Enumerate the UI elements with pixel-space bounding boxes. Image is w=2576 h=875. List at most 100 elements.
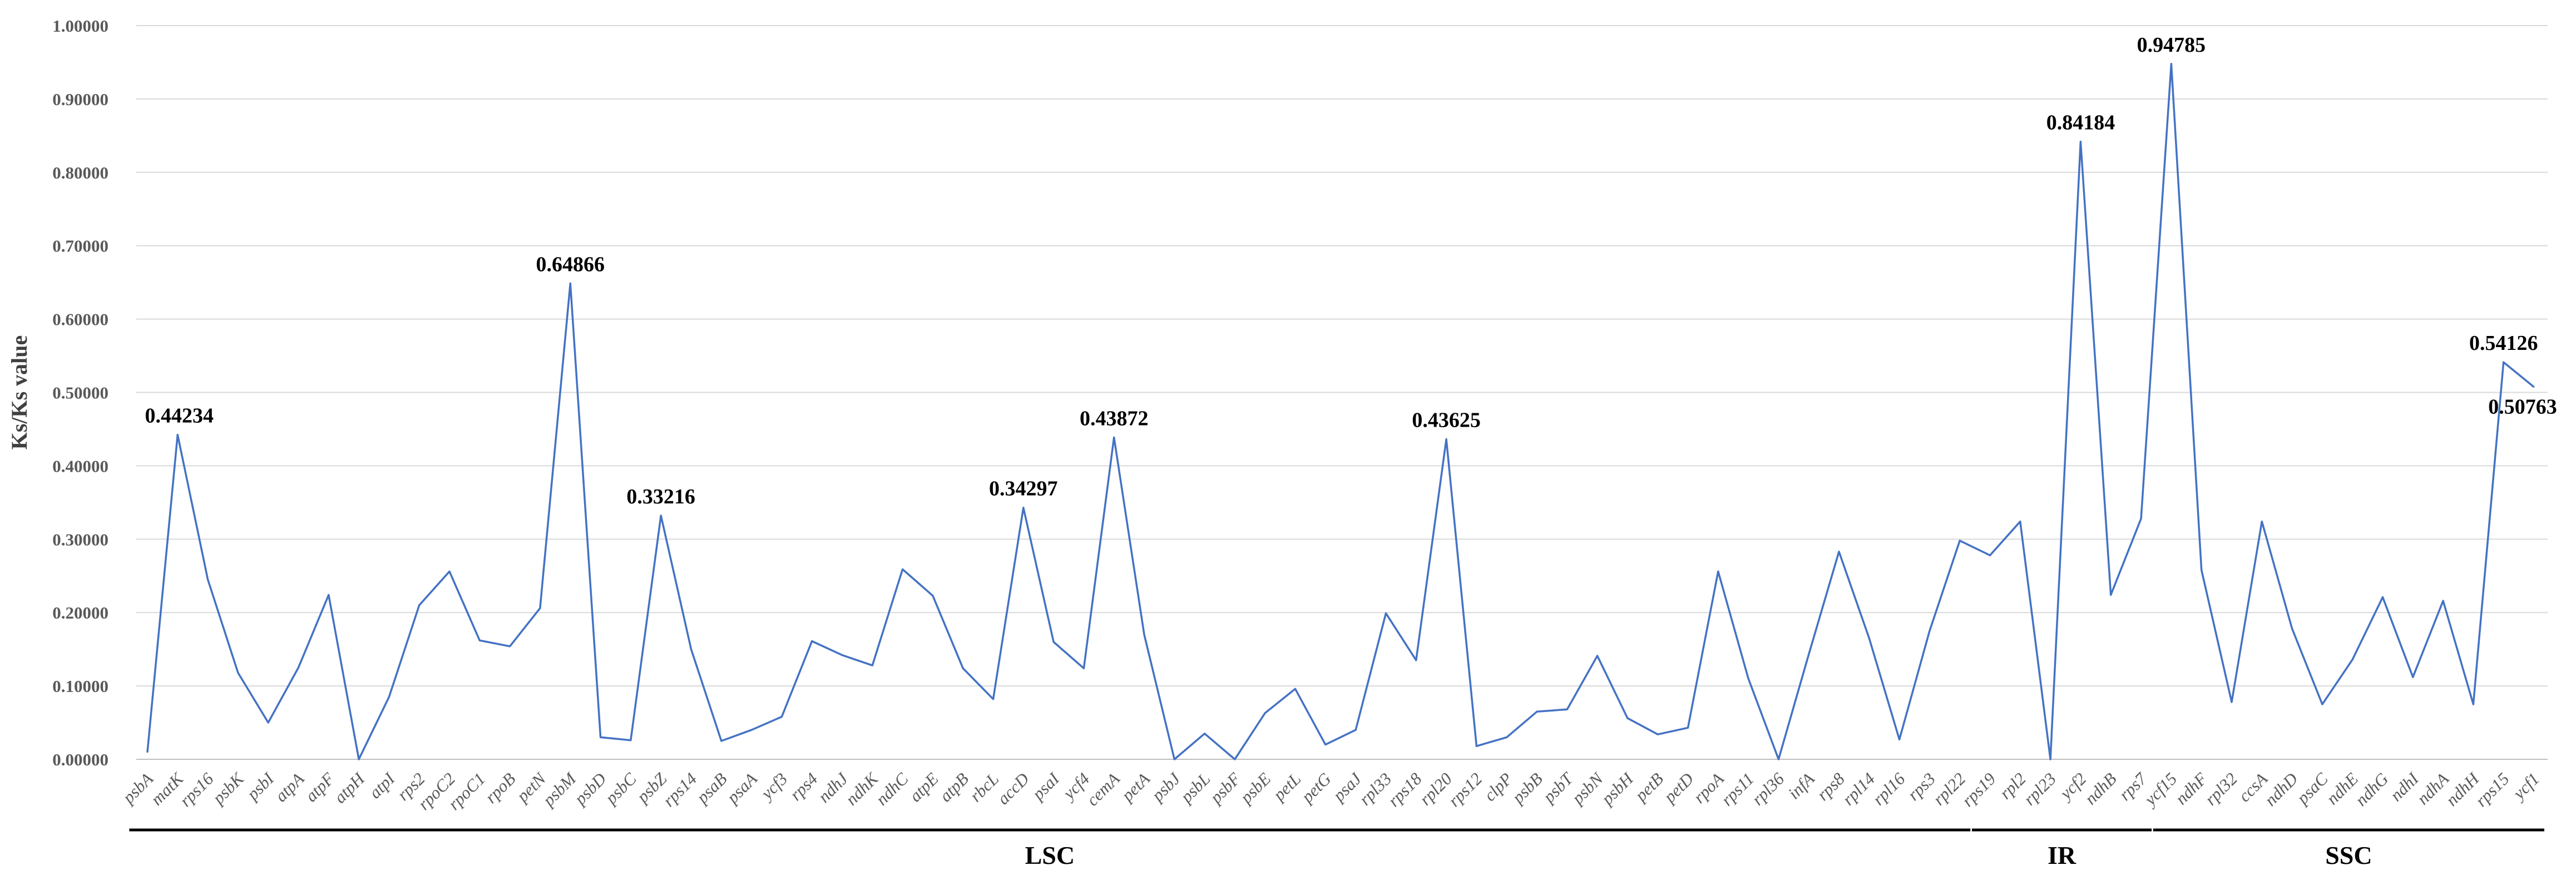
data-point bbox=[1868, 637, 1870, 639]
region-label: LSC bbox=[1025, 841, 1075, 869]
data-point bbox=[2321, 703, 2323, 705]
x-tick-label: rps19 bbox=[1958, 769, 2000, 810]
x-tick-label: cemA bbox=[1082, 768, 1124, 809]
x-tick-label: psbF bbox=[1205, 768, 1245, 808]
data-point bbox=[1052, 641, 1055, 643]
data-point bbox=[2231, 701, 2233, 703]
y-tick-label: 0.60000 bbox=[52, 310, 108, 329]
data-point bbox=[509, 645, 511, 647]
data-point bbox=[2049, 758, 2051, 760]
x-tick-label: ndhE bbox=[2322, 769, 2362, 808]
data-point bbox=[780, 715, 783, 718]
x-tick-label: psaB bbox=[692, 769, 731, 808]
x-tick-label: atpB bbox=[936, 769, 972, 805]
x-tick-label: petL bbox=[1268, 769, 1304, 805]
data-label: 0.64866 bbox=[536, 253, 605, 276]
x-tick-label: accD bbox=[993, 769, 1033, 808]
data-point bbox=[720, 740, 723, 742]
data-point bbox=[1234, 758, 1236, 760]
data-point bbox=[328, 594, 330, 596]
data-point bbox=[1475, 745, 1477, 747]
data-point bbox=[750, 729, 753, 731]
data-point bbox=[2291, 627, 2293, 630]
data-point bbox=[418, 604, 421, 606]
x-tick-label: atpF bbox=[301, 768, 339, 805]
y-tick-label: 0.00000 bbox=[52, 750, 108, 769]
x-tick-label: rpl20 bbox=[1416, 769, 1456, 809]
x-tick-label: atpA bbox=[271, 768, 308, 805]
x-tick-label: ndhB bbox=[2081, 769, 2120, 808]
x-tick-label: psbJ bbox=[1147, 768, 1184, 805]
x-tick-label: rbcL bbox=[966, 769, 1002, 805]
data-point bbox=[478, 639, 481, 641]
data-point bbox=[2170, 63, 2172, 65]
data-point bbox=[2019, 521, 2021, 523]
y-tick-label: 0.70000 bbox=[52, 236, 108, 256]
data-point bbox=[1687, 726, 1689, 729]
data-point bbox=[932, 595, 934, 597]
region-label: IR bbox=[2048, 841, 2076, 869]
x-tick-label: ndhH bbox=[2442, 768, 2484, 810]
data-point bbox=[690, 648, 692, 650]
x-tick-label: petA bbox=[1117, 768, 1154, 805]
data-point bbox=[2533, 385, 2535, 388]
data-point bbox=[2412, 676, 2414, 678]
y-tick-label: 0.20000 bbox=[52, 603, 108, 622]
x-tick-label: infA bbox=[1784, 768, 1818, 803]
data-point bbox=[146, 751, 149, 753]
data-point bbox=[1143, 634, 1145, 636]
y-tick-label: 0.90000 bbox=[52, 90, 108, 109]
data-point bbox=[388, 696, 390, 698]
data-label: 0.84184 bbox=[2046, 111, 2115, 135]
data-point bbox=[2381, 596, 2384, 599]
x-tick-label: rps15 bbox=[2471, 769, 2513, 810]
x-tick-label: psbA bbox=[118, 768, 157, 808]
data-point bbox=[1989, 554, 1991, 556]
data-point bbox=[267, 721, 269, 724]
data-point bbox=[1445, 438, 1447, 441]
data-point bbox=[1506, 736, 1508, 738]
data-point bbox=[600, 736, 602, 738]
data-labels: 0.44234 0.64866 0.33216 0.34297 0.43872 0.436… bbox=[145, 33, 2557, 508]
data-point bbox=[569, 282, 571, 284]
data-label: 0.33216 bbox=[626, 485, 695, 508]
data-point bbox=[539, 607, 541, 609]
x-tick-label: rpl14 bbox=[1838, 769, 1878, 809]
y-tick-label: 0.30000 bbox=[52, 530, 108, 549]
series-layer bbox=[146, 63, 2535, 760]
data-point bbox=[1113, 436, 1115, 438]
data-point bbox=[630, 739, 632, 741]
data-label: 0.54126 bbox=[2469, 332, 2538, 355]
x-tick-label: psbB bbox=[1507, 769, 1546, 808]
data-point bbox=[1838, 551, 1840, 553]
x-tick-label: ndhD bbox=[2261, 769, 2301, 809]
data-point bbox=[1536, 710, 1538, 713]
data-point bbox=[1264, 712, 1266, 714]
data-point bbox=[2079, 141, 2081, 143]
data-point bbox=[2201, 569, 2203, 571]
data-point bbox=[2472, 703, 2474, 705]
data-point bbox=[1626, 717, 1629, 719]
x-tick-label: ycf1 bbox=[2508, 769, 2543, 804]
data-point bbox=[1657, 733, 1659, 735]
data-point bbox=[660, 515, 662, 517]
x-tick-label: psbE bbox=[1235, 769, 1274, 808]
x-tick-label: rps12 bbox=[1445, 769, 1486, 810]
x-tick-label: psbD bbox=[570, 769, 610, 809]
series-line bbox=[146, 63, 2535, 760]
data-point bbox=[902, 568, 904, 570]
data-point bbox=[2110, 594, 2112, 596]
x-tick-label: ndhF bbox=[2172, 768, 2212, 808]
data-label: 0.43625 bbox=[1412, 409, 1481, 432]
data-point bbox=[1596, 655, 1599, 657]
x-tick-label: clpP bbox=[1480, 769, 1516, 805]
x-tick-label: psbH bbox=[1596, 768, 1638, 809]
data-point bbox=[992, 698, 995, 700]
x-tick-label: psbM bbox=[538, 768, 580, 810]
data-point bbox=[176, 434, 179, 436]
x-tick-label: rps18 bbox=[1384, 769, 1426, 810]
data-point bbox=[1747, 678, 1749, 680]
x-tick-label: petD bbox=[1659, 769, 1698, 807]
y-axis-label: Ks/Ks value bbox=[7, 335, 32, 450]
